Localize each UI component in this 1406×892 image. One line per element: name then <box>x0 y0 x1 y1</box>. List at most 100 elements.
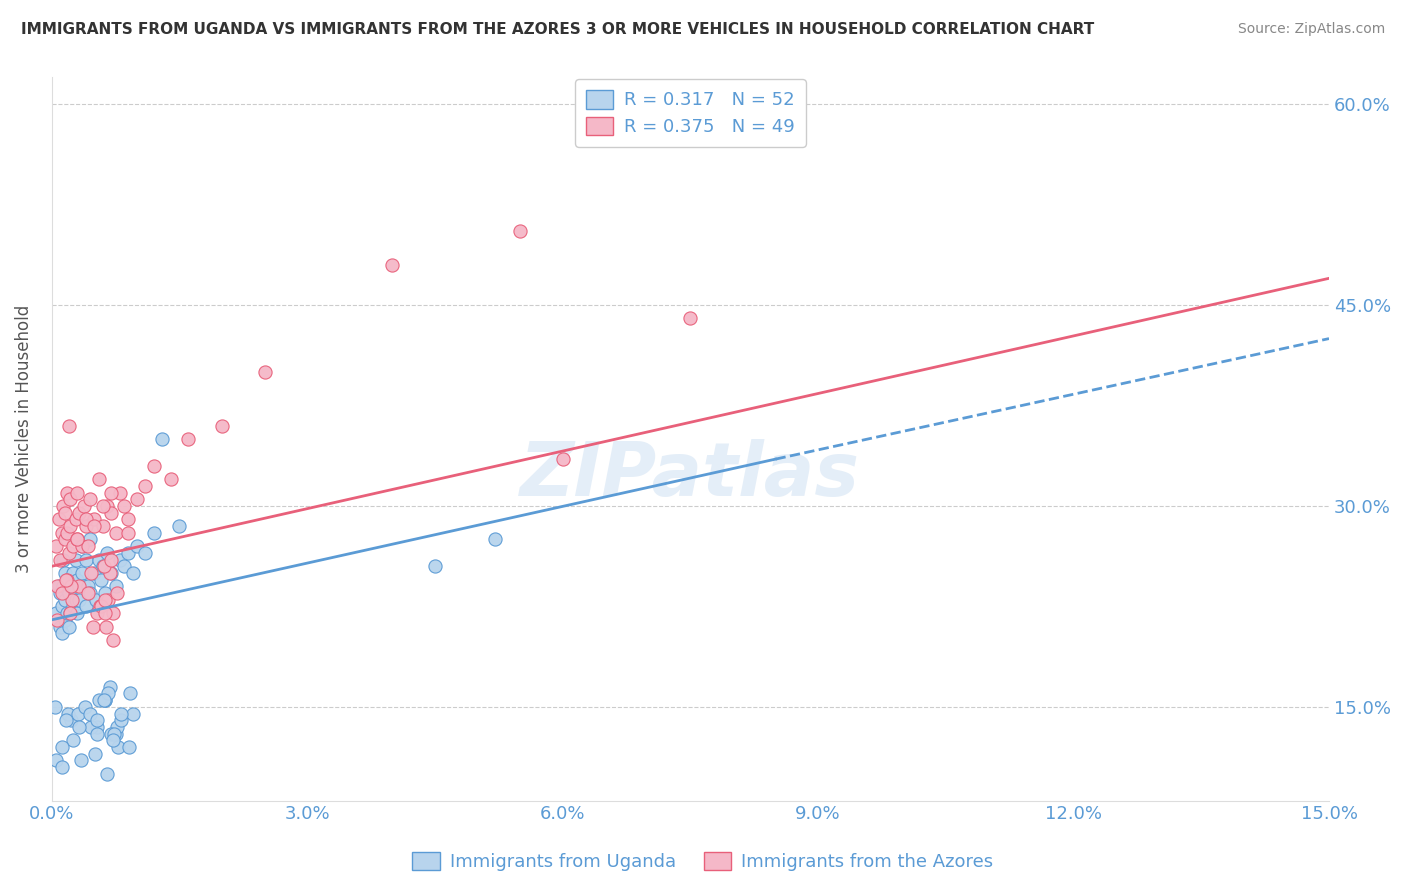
Point <box>100 726 122 740</box>
Point <box>117 512 139 526</box>
Point <box>122 706 145 721</box>
Point <box>91 519 114 533</box>
Point <box>45 754 67 768</box>
Point <box>51 740 73 755</box>
Point <box>53 533 76 547</box>
Point <box>105 586 128 600</box>
Point <box>104 525 127 540</box>
Point <box>73 499 96 513</box>
Point <box>93 586 115 600</box>
Point <box>59 713 82 727</box>
Legend: R = 0.317   N = 52, R = 0.375   N = 49: R = 0.317 N = 52, R = 0.375 N = 49 <box>575 79 806 147</box>
Point <box>58 418 80 433</box>
Point <box>62 566 84 580</box>
Point <box>100 506 122 520</box>
Point <box>67 592 90 607</box>
Point <box>120 686 142 700</box>
Point <box>48 512 70 526</box>
Point <box>98 566 121 580</box>
Point <box>90 599 112 614</box>
Point <box>66 533 89 547</box>
Point <box>62 733 84 747</box>
Point <box>134 546 156 560</box>
Point <box>169 519 191 533</box>
Point <box>125 492 148 507</box>
Point <box>84 592 107 607</box>
Point <box>152 432 174 446</box>
Point <box>100 485 122 500</box>
Point <box>52 552 75 566</box>
Point <box>112 499 135 513</box>
Point <box>160 472 183 486</box>
Point <box>94 693 117 707</box>
Point <box>49 619 72 633</box>
Point <box>75 512 97 526</box>
Legend: Immigrants from Uganda, Immigrants from the Azores: Immigrants from Uganda, Immigrants from … <box>405 845 1001 879</box>
Point <box>87 552 110 566</box>
Point <box>66 485 89 500</box>
Point <box>105 720 128 734</box>
Point <box>70 539 93 553</box>
Point <box>65 552 87 566</box>
Text: IMMIGRANTS FROM UGANDA VS IMMIGRANTS FROM THE AZORES 3 OR MORE VEHICLES IN HOUSE: IMMIGRANTS FROM UGANDA VS IMMIGRANTS FRO… <box>21 22 1094 37</box>
Point <box>86 606 108 620</box>
Point <box>79 492 101 507</box>
Point <box>70 566 93 580</box>
Point <box>86 726 108 740</box>
Point <box>96 546 118 560</box>
Point <box>51 599 73 614</box>
Point <box>60 579 83 593</box>
Point <box>58 546 80 560</box>
Point <box>67 506 90 520</box>
Point <box>104 579 127 593</box>
Point <box>79 533 101 547</box>
Point <box>73 579 96 593</box>
Point <box>67 706 90 721</box>
Point <box>51 626 73 640</box>
Point <box>58 619 80 633</box>
Point <box>76 579 98 593</box>
Point <box>45 579 67 593</box>
Point <box>49 586 72 600</box>
Point <box>484 533 506 547</box>
Point <box>108 552 131 566</box>
Point <box>103 726 125 740</box>
Point <box>91 499 114 513</box>
Point <box>83 519 105 533</box>
Point <box>107 740 129 755</box>
Point <box>108 485 131 500</box>
Point <box>59 519 82 533</box>
Point <box>65 592 87 607</box>
Point <box>86 713 108 727</box>
Point <box>94 592 117 607</box>
Point <box>59 606 82 620</box>
Point <box>45 606 67 620</box>
Point <box>59 492 82 507</box>
Point <box>97 592 120 607</box>
Point <box>75 699 97 714</box>
Point <box>56 525 79 540</box>
Point <box>100 566 122 580</box>
Point <box>82 619 104 633</box>
Point <box>56 485 79 500</box>
Point <box>59 579 82 593</box>
Point <box>110 706 132 721</box>
Point <box>83 512 105 526</box>
Point <box>103 733 125 747</box>
Point <box>58 586 80 600</box>
Point <box>56 573 79 587</box>
Point <box>93 693 115 707</box>
Point <box>51 760 73 774</box>
Point <box>110 713 132 727</box>
Point <box>117 525 139 540</box>
Point <box>55 573 77 587</box>
Point <box>66 606 89 620</box>
Point <box>58 706 80 721</box>
Point <box>53 592 76 607</box>
Point <box>51 525 73 540</box>
Point <box>118 740 141 755</box>
Point <box>177 432 200 446</box>
Point <box>45 613 67 627</box>
Point <box>55 713 77 727</box>
Point <box>86 720 108 734</box>
